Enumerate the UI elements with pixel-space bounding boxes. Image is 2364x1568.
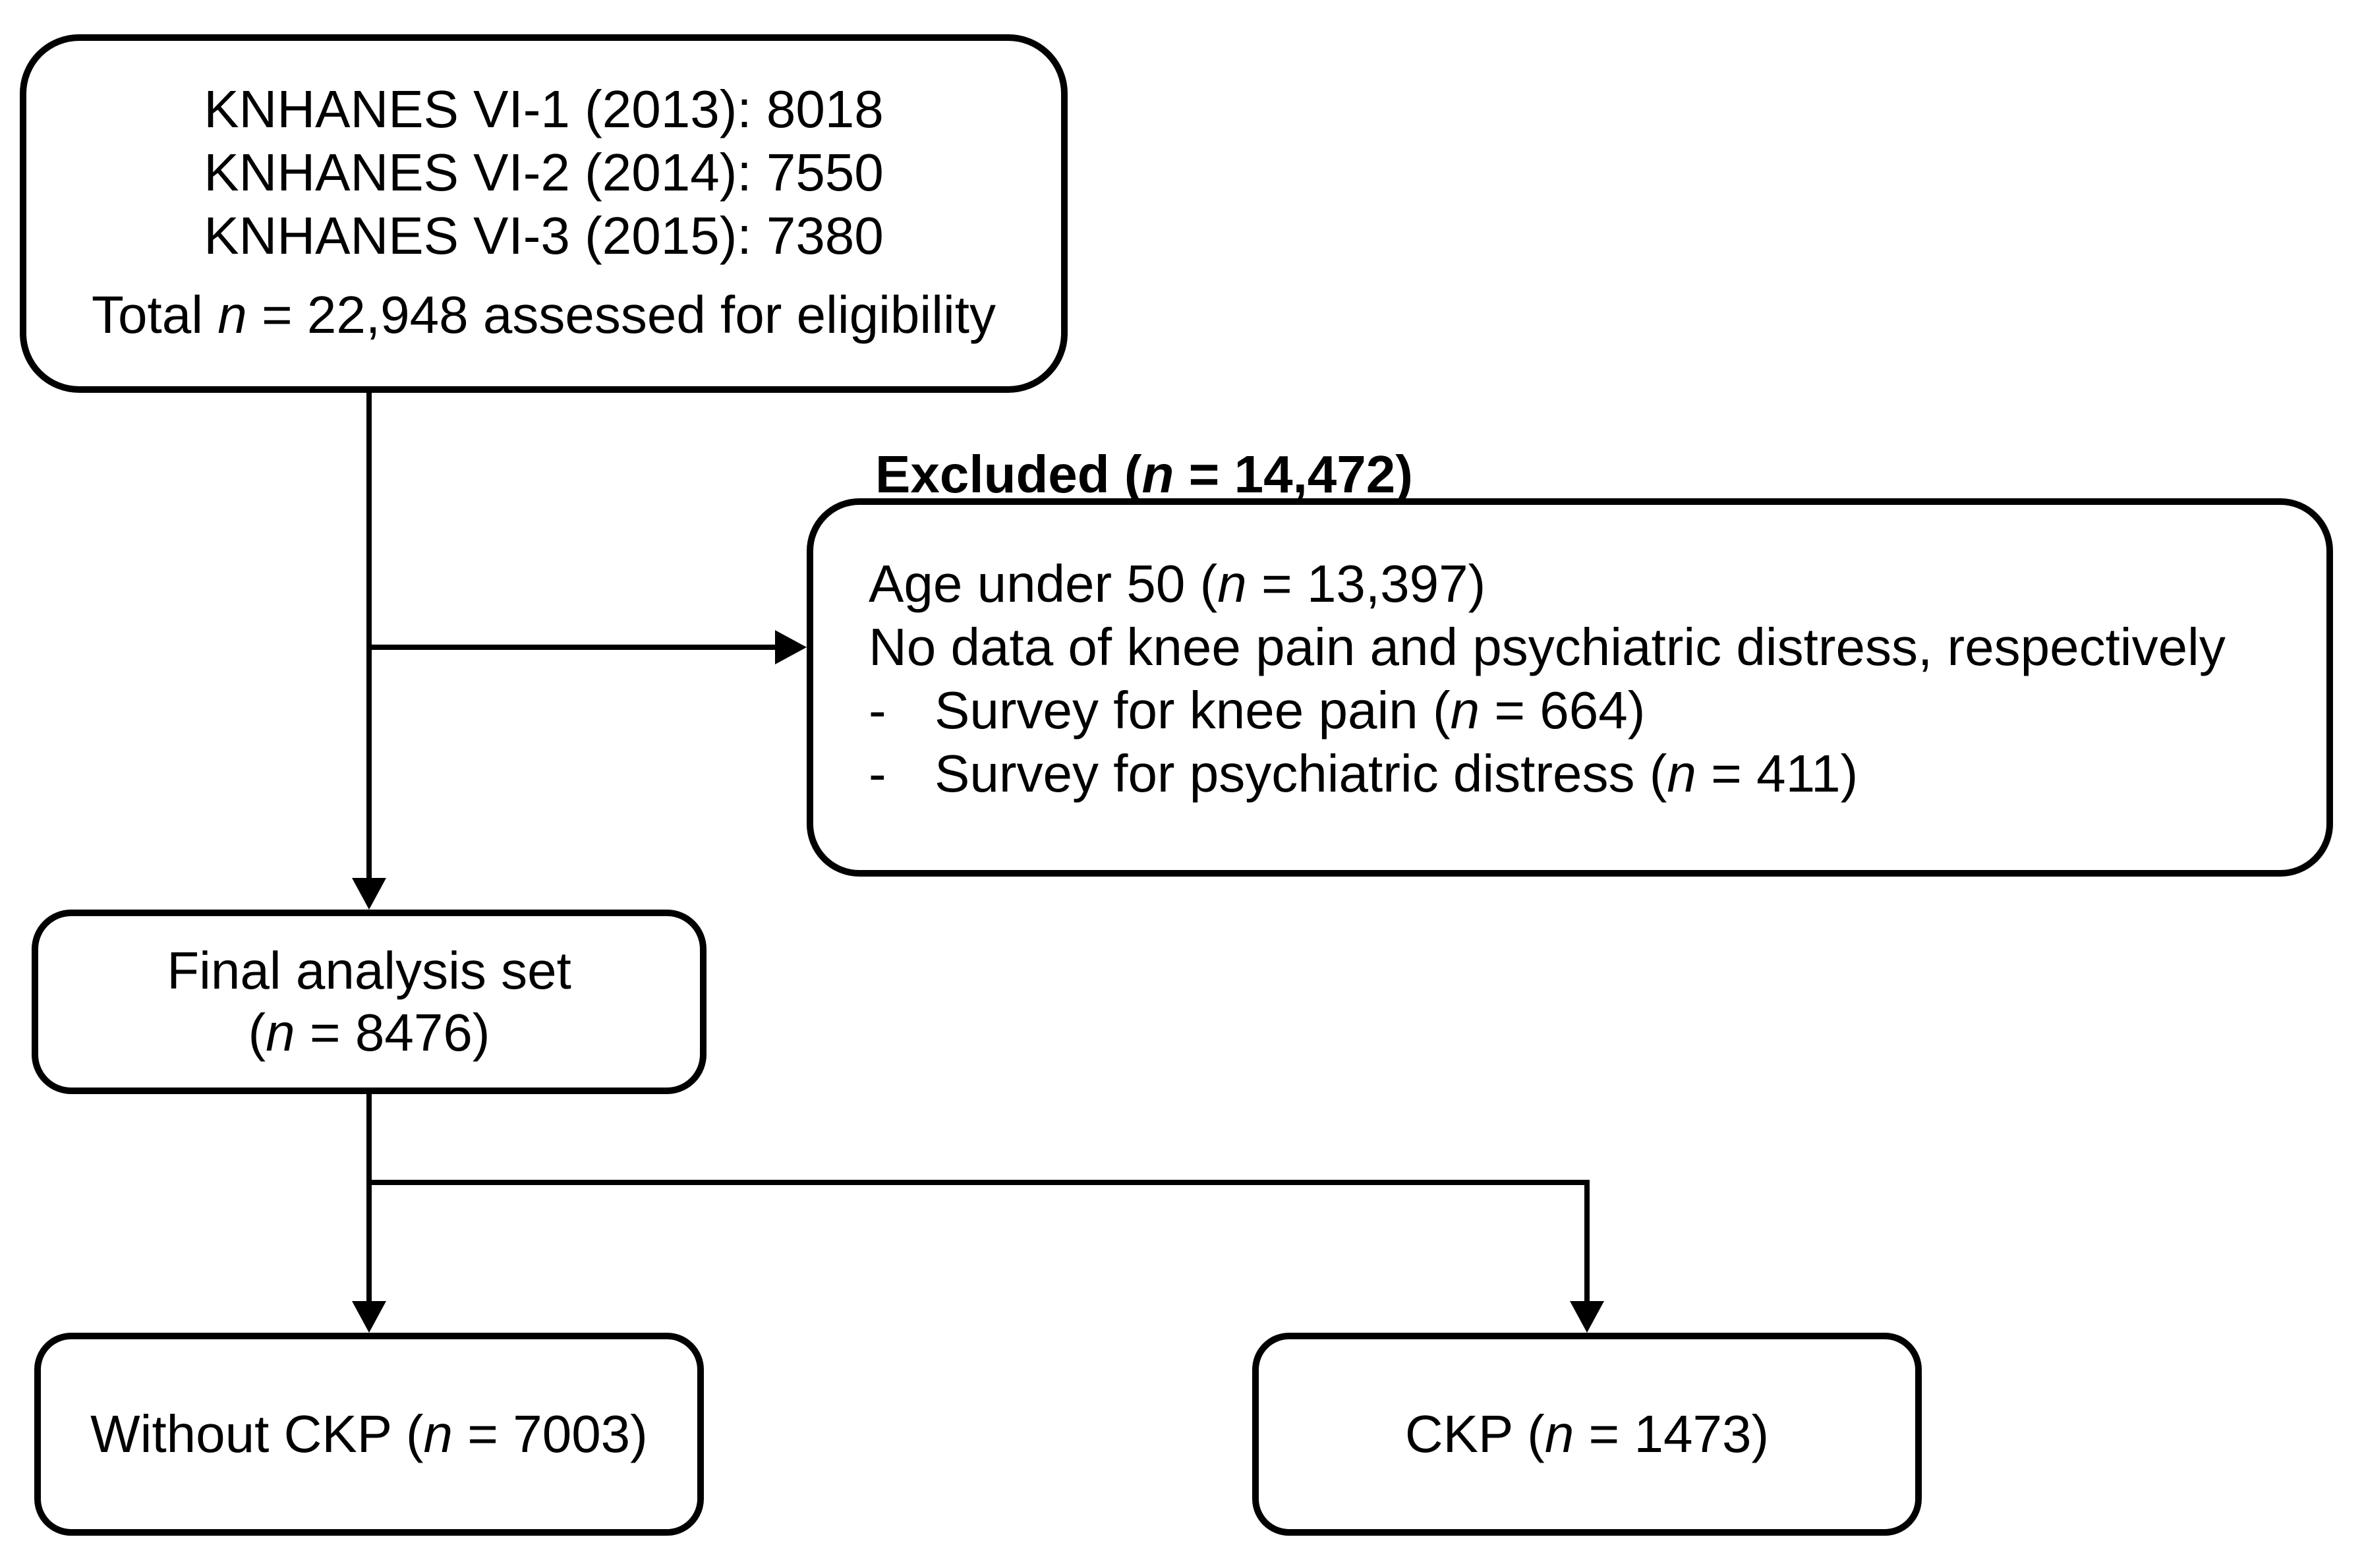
arrowhead-into-final-box [352, 878, 386, 910]
excluded-age-pre: Age under 50 ( [869, 554, 1218, 613]
excluded-nodata-line: No data of knee pain and psychiatric dis… [869, 618, 2226, 676]
excluded-bullet-psychiatric: - Survey for psychiatric distress (n = 41… [869, 742, 2287, 805]
without-ckp-pre: Without CKP ( [90, 1405, 424, 1463]
ckp-n: n [1544, 1405, 1574, 1463]
ckp-pre: CKP ( [1404, 1405, 1545, 1463]
eligibility-box: KNHANES VI-1 (2013): 8018 KNHANES VI-2 (… [20, 34, 1068, 393]
bullet-knee-text: Survey for knee pain (n = 664) [935, 679, 1645, 742]
bullet-dash: - [869, 744, 886, 803]
connector-to-excluded [366, 645, 776, 650]
arrowhead-into-excluded-box [775, 630, 807, 664]
excluded-label-post: = 14,472) [1174, 445, 1413, 504]
connector-branch-to-ckp [1584, 1180, 1590, 1302]
knhanes-line-1: KNHANES VI-1 (2013): 8018 [204, 80, 884, 138]
excluded-age-line: Age under 50 (n = 13,397) [869, 552, 2287, 616]
bullet-dash: - [869, 681, 886, 740]
arrowhead-into-without-ckp-box [352, 1301, 386, 1333]
bullet-knee-pre: Survey for knee pain ( [935, 681, 1451, 740]
total-post: = 22,948 assessed for eligibility [246, 285, 996, 344]
final-n-pre: ( [248, 1003, 266, 1062]
bullet-psychiatric-text: Survey for psychiatric distress (n = 411… [935, 742, 1858, 805]
ckp-box: CKP (n = 1473) [1252, 1333, 1922, 1536]
excluded-age-n: n [1217, 554, 1247, 613]
excluded-box: Age under 50 (n = 13,397) No data of kne… [807, 498, 2333, 877]
bullet-knee-post: = 664) [1480, 681, 1646, 740]
bullet-psychiatric-pre: Survey for psychiatric distress ( [935, 744, 1667, 803]
connector-branch-horizontal [366, 1180, 1590, 1185]
without-ckp-post: = 7003) [453, 1405, 648, 1463]
excluded-age-post: = 13,397) [1246, 554, 1486, 613]
bullet-psychiatric-n: n [1667, 744, 1696, 803]
knhanes-line-2: KNHANES VI-2 (2014): 7550 [204, 143, 884, 202]
without-ckp-label: Without CKP (n = 7003) [41, 1403, 697, 1466]
final-n: n [266, 1003, 295, 1062]
final-analysis-line1: Final analysis set [167, 941, 571, 1000]
total-eligibility-line: Total n = 22,948 assessed for eligibilit… [26, 283, 1061, 347]
ckp-post: = 1473) [1574, 1405, 1770, 1463]
excluded-label-n: n [1141, 445, 1174, 504]
bullet-psychiatric-post: = 411) [1696, 744, 1859, 803]
without-ckp-box: Without CKP (n = 7003) [34, 1333, 704, 1536]
total-n: n [217, 285, 247, 344]
excluded-bullet-knee-pain: - Survey for knee pain (n = 664) [869, 679, 2287, 742]
excluded-label-pre: Excluded ( [875, 445, 1142, 504]
ckp-label: CKP (n = 1473) [1259, 1403, 1915, 1466]
final-analysis-line2: (n = 8476) [38, 1002, 700, 1064]
connector-top-to-final [366, 393, 372, 879]
without-ckp-n: n [423, 1405, 453, 1463]
final-n-post: = 8476) [295, 1003, 490, 1062]
final-analysis-box: Final analysis set (n = 8476) [32, 910, 706, 1094]
connector-final-to-without-ckp [366, 1094, 372, 1302]
knhanes-line-3: KNHANES VI-3 (2015): 7380 [204, 206, 884, 265]
arrowhead-into-ckp-box [1570, 1301, 1604, 1333]
total-pre: Total [92, 285, 218, 344]
excluded-label: Excluded (n = 14,472) [875, 443, 1413, 506]
bullet-knee-n: n [1450, 681, 1480, 740]
